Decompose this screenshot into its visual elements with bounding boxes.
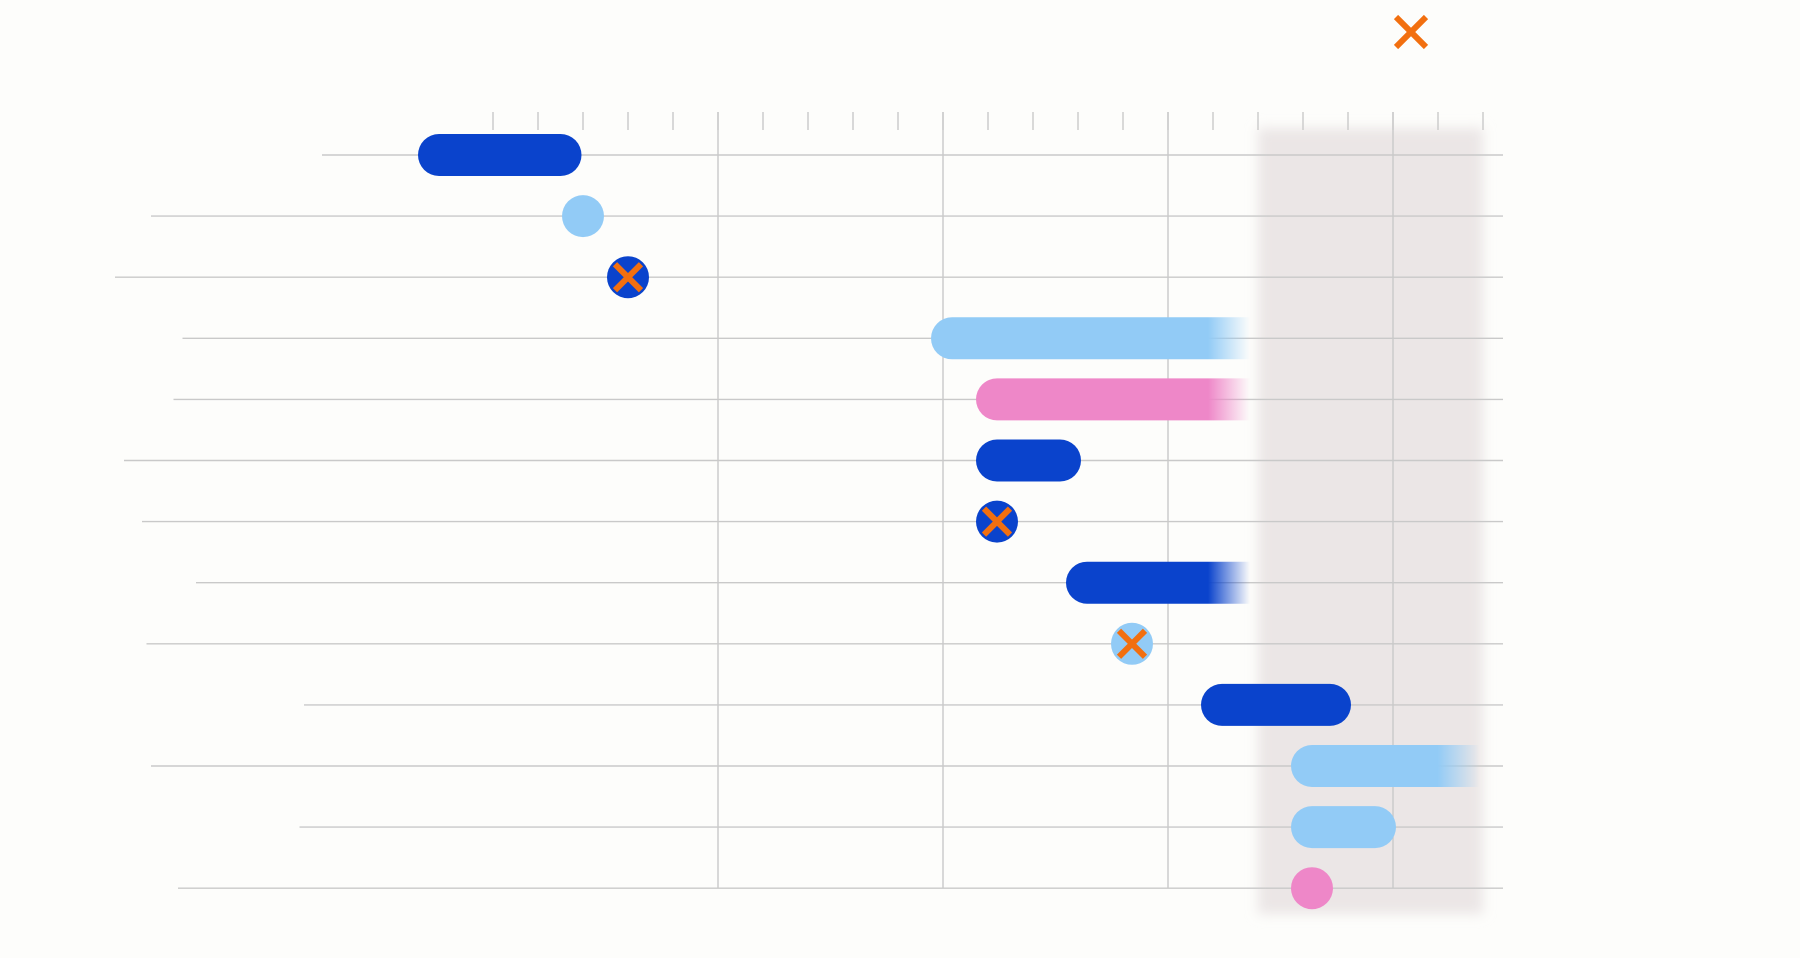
milestone-dot xyxy=(1291,867,1333,910)
task-bar xyxy=(976,378,1250,421)
task-bar xyxy=(1066,561,1250,604)
x-marker xyxy=(612,262,644,293)
task-bar xyxy=(931,317,1250,360)
task-bar xyxy=(1291,806,1396,849)
task-bar xyxy=(976,439,1081,482)
legend-x-marker xyxy=(1393,14,1429,50)
task-bar xyxy=(1291,745,1480,787)
task-bar xyxy=(418,134,582,176)
milestone-dot xyxy=(562,195,604,238)
x-marker xyxy=(981,506,1013,537)
x-marker xyxy=(1116,628,1148,659)
task-bar xyxy=(1201,683,1351,726)
